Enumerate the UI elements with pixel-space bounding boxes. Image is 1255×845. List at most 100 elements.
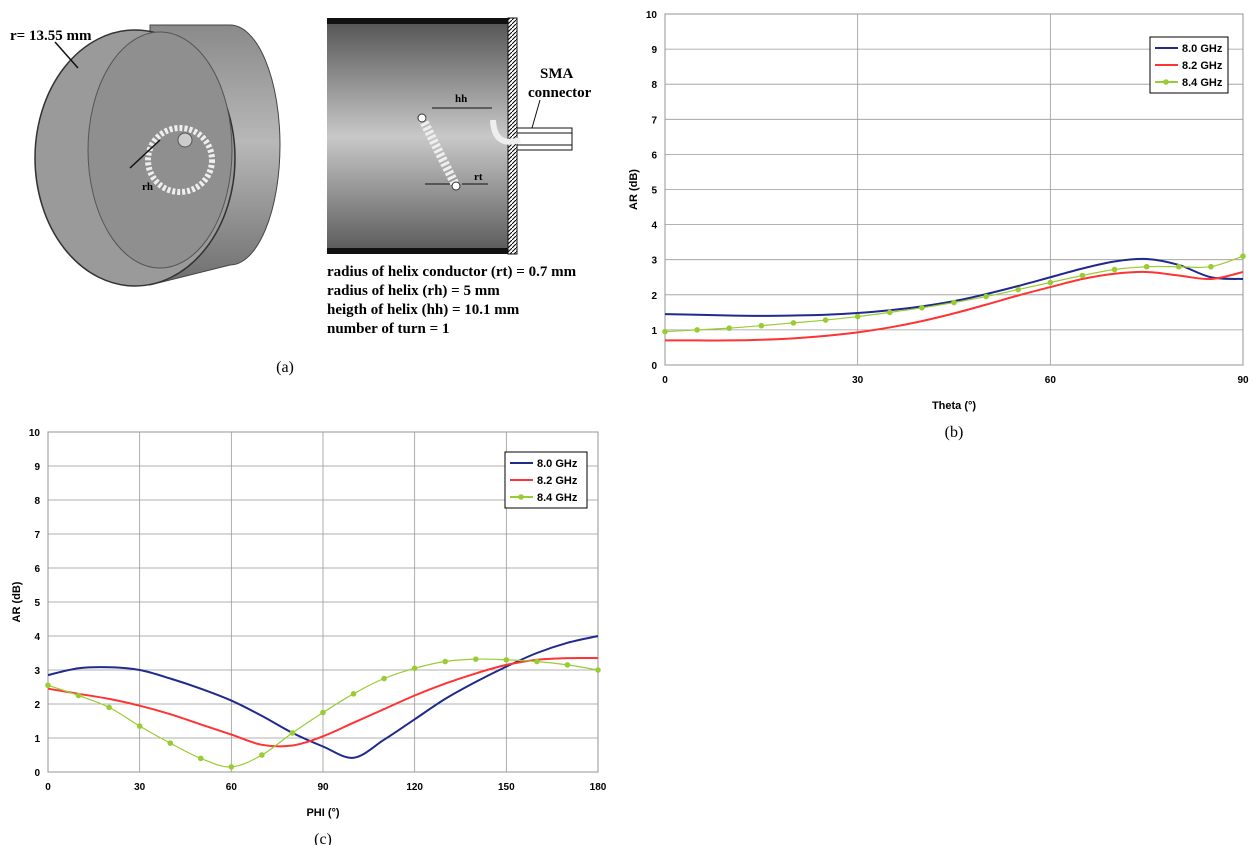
data-point bbox=[229, 764, 235, 770]
data-point bbox=[919, 305, 925, 311]
legend-label: 8.0 GHz bbox=[1182, 43, 1223, 55]
y-tick-label: 5 bbox=[34, 598, 40, 609]
data-point bbox=[1240, 253, 1246, 259]
legend-label: 8.0 GHz bbox=[537, 458, 578, 470]
data-point bbox=[167, 740, 173, 746]
legend-marker bbox=[518, 494, 524, 500]
caption: (b) bbox=[945, 424, 964, 441]
rh-label: rh bbox=[142, 181, 153, 193]
y-tick-label: 9 bbox=[34, 462, 40, 473]
y-tick-label: 1 bbox=[651, 326, 657, 337]
data-point bbox=[381, 676, 387, 682]
x-tick-label: 0 bbox=[662, 375, 668, 386]
y-tick-label: 2 bbox=[34, 700, 40, 711]
y-tick-label: 9 bbox=[651, 45, 657, 56]
legend-marker bbox=[1163, 79, 1169, 85]
y-tick-label: 7 bbox=[34, 530, 40, 541]
data-point bbox=[504, 657, 510, 663]
data-point bbox=[565, 662, 571, 668]
x-tick-label: 180 bbox=[590, 782, 607, 793]
x-tick-label: 90 bbox=[1237, 375, 1249, 386]
x-tick-label: 60 bbox=[1045, 375, 1057, 386]
sma-label: connector bbox=[528, 85, 592, 101]
y-tick-label: 3 bbox=[34, 666, 40, 677]
y-axis-label: AR (dB) bbox=[628, 169, 640, 210]
y-tick-label: 8 bbox=[34, 496, 40, 507]
y-tick-label: 3 bbox=[651, 256, 657, 267]
sma-label: SMA bbox=[540, 66, 574, 82]
data-point bbox=[823, 317, 829, 323]
data-point bbox=[791, 320, 797, 326]
data-point bbox=[320, 710, 326, 716]
x-tick-label: 30 bbox=[852, 375, 864, 386]
legend-label: 8.2 GHz bbox=[1182, 60, 1223, 72]
data-point bbox=[442, 659, 448, 665]
x-tick-label: 150 bbox=[498, 782, 515, 793]
legend-label: 8.4 GHz bbox=[1182, 77, 1223, 89]
radius-label: r= 13.55 mm bbox=[10, 28, 92, 44]
data-point bbox=[595, 667, 601, 673]
y-tick-label: 2 bbox=[651, 291, 657, 302]
y-tick-label: 6 bbox=[34, 564, 40, 575]
x-tick-label: 0 bbox=[45, 782, 51, 793]
hh-label: hh bbox=[455, 93, 467, 105]
data-point bbox=[983, 294, 989, 300]
data-point bbox=[1015, 287, 1021, 293]
x-tick-label: 90 bbox=[317, 782, 329, 793]
data-point bbox=[76, 693, 82, 699]
data-point bbox=[412, 666, 418, 672]
data-point bbox=[1112, 267, 1118, 273]
y-tick-label: 10 bbox=[29, 428, 41, 439]
data-point bbox=[473, 656, 479, 662]
data-point bbox=[259, 752, 265, 758]
cylinder-3d bbox=[35, 25, 280, 286]
figure: r= 13.55 mm rh hh rt SMA connector radiu… bbox=[0, 0, 1255, 845]
legend: 8.0 GHz 8.2 GHz 8.4 GHz bbox=[505, 452, 587, 508]
spec-line: radius of helix conductor (rt) = 0.7 mm bbox=[327, 264, 577, 280]
y-tick-label: 4 bbox=[34, 632, 40, 643]
data-point bbox=[662, 329, 668, 335]
y-tick-label: 10 bbox=[646, 10, 658, 21]
x-axis-label: Theta (°) bbox=[932, 400, 976, 412]
data-point bbox=[1048, 280, 1054, 286]
data-point bbox=[887, 310, 893, 316]
data-point bbox=[951, 300, 957, 306]
caption: (c) bbox=[314, 831, 332, 845]
data-point bbox=[726, 325, 732, 331]
data-point bbox=[759, 323, 765, 329]
data-point bbox=[290, 730, 296, 736]
data-point bbox=[351, 691, 357, 697]
data-point bbox=[855, 314, 861, 320]
caption: (a) bbox=[276, 359, 294, 376]
spec-line: heigth of helix (hh) = 10.1 mm bbox=[327, 302, 520, 318]
y-tick-label: 4 bbox=[651, 221, 657, 232]
data-point bbox=[137, 723, 143, 729]
cross-section bbox=[327, 18, 572, 254]
data-point bbox=[45, 683, 51, 689]
x-tick-label: 30 bbox=[134, 782, 146, 793]
data-point bbox=[534, 659, 540, 665]
data-point bbox=[694, 327, 700, 333]
rt-label: rt bbox=[474, 171, 483, 183]
y-tick-label: 1 bbox=[34, 734, 40, 745]
data-point bbox=[1176, 264, 1182, 270]
x-tick-label: 120 bbox=[406, 782, 423, 793]
y-tick-label: 7 bbox=[651, 115, 657, 126]
data-point bbox=[106, 705, 112, 711]
legend-label: 8.2 GHz bbox=[537, 475, 578, 487]
y-tick-label: 5 bbox=[651, 186, 657, 197]
x-axis-label: PHI (°) bbox=[306, 807, 339, 819]
y-tick-label: 0 bbox=[651, 361, 657, 372]
chart: 0 1 2 3 4 5 6 7 8 9 10 0 30 60 90 120 150 180 PHI (°) AR (d… bbox=[11, 428, 607, 845]
legend: 8.0 GHz 8.2 GHz 8.4 GHz bbox=[1150, 37, 1228, 93]
data-point bbox=[1144, 264, 1150, 270]
data-point bbox=[1080, 273, 1086, 279]
y-tick-label: 6 bbox=[651, 150, 657, 161]
y-tick-label: 0 bbox=[34, 768, 40, 779]
y-tick-label: 8 bbox=[651, 80, 657, 91]
x-tick-label: 60 bbox=[226, 782, 238, 793]
y-axis-label: AR (dB) bbox=[11, 581, 23, 622]
legend-label: 8.4 GHz bbox=[537, 492, 578, 504]
spec-line: radius of helix (rh) = 5 mm bbox=[327, 283, 500, 299]
data-point bbox=[198, 756, 204, 762]
